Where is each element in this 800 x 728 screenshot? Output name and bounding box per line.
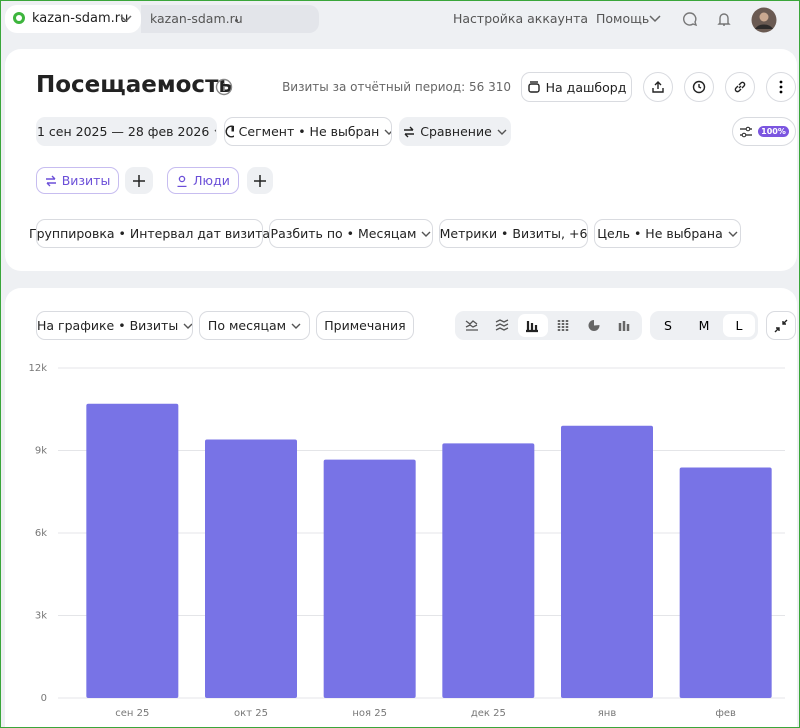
chat-icon[interactable] bbox=[682, 11, 698, 27]
segment-pill[interactable]: Визиты bbox=[36, 167, 119, 194]
compare-icon bbox=[45, 175, 56, 186]
setting-label: Разбить по • Месяцам bbox=[270, 226, 417, 241]
bar bbox=[323, 459, 416, 698]
second-tab[interactable] bbox=[141, 5, 319, 33]
chevron bbox=[291, 323, 301, 329]
x-tick-label: фев bbox=[715, 708, 736, 719]
size-option[interactable]: M bbox=[698, 318, 710, 333]
plus-icon bbox=[254, 174, 266, 187]
notes-button[interactable]: Примечания bbox=[316, 311, 414, 340]
y-tick-label: 6k bbox=[35, 528, 47, 539]
goal-button[interactable]: Цель • Не выбрана bbox=[594, 219, 741, 248]
chevron bbox=[497, 129, 507, 135]
segment-pill-label: Люди bbox=[193, 173, 230, 188]
y-tick-label: 9k bbox=[35, 446, 47, 457]
control-label: На графике • Визиты bbox=[37, 318, 179, 333]
x-tick-label: ноя 25 bbox=[352, 708, 387, 719]
chevron bbox=[728, 231, 738, 237]
info-icon[interactable] bbox=[215, 78, 233, 96]
export-button[interactable] bbox=[643, 72, 673, 102]
bar bbox=[86, 403, 179, 698]
site-icon bbox=[13, 12, 25, 24]
chart-type-group bbox=[455, 311, 642, 340]
site-tab[interactable] bbox=[5, 5, 141, 33]
bar bbox=[442, 443, 535, 698]
export-icon bbox=[652, 81, 664, 93]
segment-pill[interactable]: Люди bbox=[167, 167, 239, 194]
grouping-button[interactable]: Группировка • Интервал дат визита bbox=[29, 219, 270, 248]
account-settings[interactable]: Настройка аккаунта bbox=[453, 11, 589, 26]
bar bbox=[561, 425, 653, 698]
y-tick-label: 12k bbox=[28, 363, 47, 374]
help[interactable]: Помощь bbox=[596, 11, 650, 26]
segment-button[interactable]: Сегмент • Не выбран bbox=[224, 117, 392, 146]
date-range[interactable]: 1 сен 2025 — 28 фев 2026 bbox=[36, 117, 217, 146]
date-range-label: 1 сен 2025 — 28 фев 2026 bbox=[37, 124, 210, 139]
add-button[interactable] bbox=[247, 167, 273, 194]
tab-title: kazan-sdam.ru bbox=[32, 11, 129, 26]
setting-label: Цель • Не выбрана bbox=[597, 226, 723, 241]
dashboard-icon bbox=[527, 81, 540, 93]
dashboard-label: На дашборд bbox=[545, 79, 627, 95]
clock-icon bbox=[692, 80, 706, 94]
dot bbox=[235, 19, 238, 22]
sampling-button[interactable]: 100% bbox=[732, 117, 796, 146]
visits-summary: Визиты за отчётный период: 56 310 bbox=[241, 80, 511, 94]
collapse-button[interactable] bbox=[766, 311, 796, 340]
metrics-button[interactable]: Метрики • Визиты, +6 bbox=[439, 219, 588, 248]
setting-label: Метрики • Визиты, +6 bbox=[439, 226, 588, 241]
chevron bbox=[649, 15, 661, 23]
tab2-title: kazan-sdam.ru bbox=[150, 11, 243, 26]
link-button[interactable] bbox=[725, 72, 755, 102]
chart-type-icons[interactable] bbox=[455, 311, 642, 340]
visits-total: 56 310 bbox=[469, 80, 511, 94]
compare-icon bbox=[404, 126, 415, 137]
x-tick-label: сен 25 bbox=[115, 708, 149, 719]
bar bbox=[679, 467, 772, 698]
chart-metric-button[interactable]: На графике • Визиты bbox=[36, 311, 193, 340]
x-tick-label: дек 25 bbox=[471, 708, 506, 719]
segment-label: Сегмент • Не выбран bbox=[238, 124, 380, 139]
split-button[interactable]: Разбить по • Месяцам bbox=[269, 219, 433, 248]
chevron bbox=[120, 15, 132, 23]
person-icon bbox=[177, 175, 187, 187]
comparison-button[interactable]: Сравнение bbox=[399, 117, 511, 146]
control-label: По месяцам bbox=[207, 318, 287, 333]
control-label: Примечания bbox=[324, 318, 406, 333]
comparison-label: Сравнение bbox=[420, 124, 492, 139]
page-title: Посещаемость bbox=[36, 72, 233, 98]
plus-icon bbox=[133, 174, 145, 187]
size-selected bbox=[723, 314, 755, 337]
y-tick-label: 3k bbox=[35, 611, 47, 622]
visits-label: Визиты за отчётный период: bbox=[282, 80, 466, 94]
link-icon bbox=[734, 81, 746, 93]
avatar[interactable] bbox=[751, 7, 777, 33]
more-button[interactable] bbox=[766, 72, 796, 102]
collapse-icon bbox=[774, 319, 788, 332]
segment-pill-label: Визиты bbox=[61, 173, 111, 188]
x-tick-label: янв bbox=[598, 708, 617, 719]
dashboard-button[interactable]: На дашборд bbox=[521, 72, 632, 102]
x-tick-label: окт 25 bbox=[234, 708, 268, 719]
add-button[interactable] bbox=[125, 167, 153, 194]
history-button[interactable] bbox=[684, 72, 714, 102]
size-option[interactable]: L bbox=[735, 318, 743, 333]
segment-icon bbox=[225, 125, 234, 138]
bar bbox=[205, 439, 297, 698]
size-option[interactable]: S bbox=[664, 318, 672, 333]
chevron bbox=[384, 129, 391, 135]
setting-label: Группировка • Интервал дат визита bbox=[28, 226, 271, 241]
sliders-icon bbox=[740, 126, 753, 137]
more-icon bbox=[779, 80, 783, 94]
y-tick-label: 0 bbox=[41, 693, 47, 704]
chevron bbox=[183, 323, 192, 329]
sampling-badge: 100% bbox=[758, 126, 789, 137]
bell-icon[interactable] bbox=[716, 11, 732, 27]
chart-period-button[interactable]: По месяцам bbox=[199, 311, 310, 340]
chevron bbox=[421, 231, 431, 237]
